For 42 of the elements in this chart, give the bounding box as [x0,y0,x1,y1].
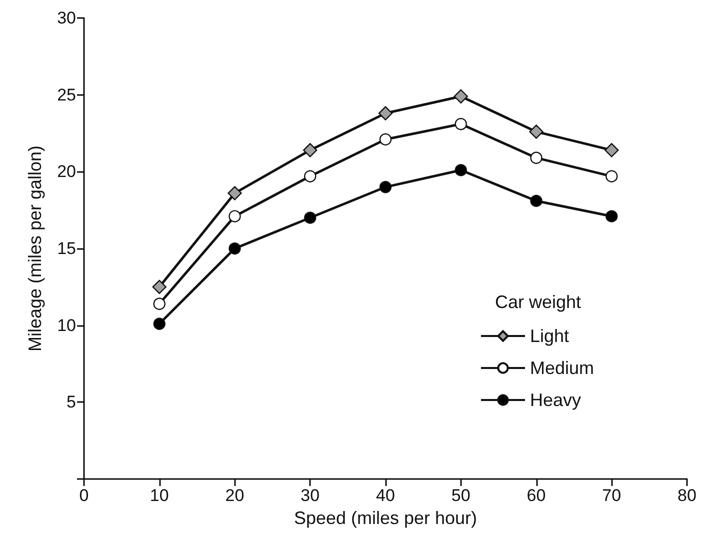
point [153,298,166,310]
point [304,212,316,224]
point [606,210,618,222]
x-tick-label: 40 [376,486,395,505]
point [228,186,242,200]
point [153,318,166,330]
y-tick-label: 15 [57,239,76,258]
x-tick-label: 50 [451,486,470,505]
x-tick-label: 80 [678,486,696,505]
legend-label: Light [530,326,570,346]
y-tick-label: 25 [57,85,76,104]
x-tick-label: 0 [79,486,89,505]
point [454,89,468,104]
x-tick-label: 70 [602,486,622,505]
point [378,106,393,120]
y-axis-title: Mileage (miles per gallon) [25,145,45,352]
point [604,143,619,158]
x-axis-title: Speed (miles per hour) [294,508,478,528]
point [304,170,316,182]
point [379,133,392,146]
point [454,118,467,130]
x-tick-label: 20 [225,486,244,505]
point [303,143,318,158]
y-tick-label: 5 [66,392,76,412]
point [529,124,544,139]
point [454,164,467,176]
x-tick-label: 30 [300,486,320,505]
point [152,280,166,294]
legend-title: Car weight [495,292,582,312]
legend-label: Medium [530,358,594,378]
legend-label: Heavy [530,390,582,410]
point [606,170,618,182]
y-tick-label: 10 [57,316,76,335]
x-tick-label: 60 [526,486,546,505]
y-tick-label: 30 [57,8,76,28]
y-tick-label: 20 [57,162,76,182]
point [379,180,392,194]
x-tick-label: 10 [150,486,169,505]
point [228,210,241,222]
point [228,242,241,255]
point [530,194,542,207]
point [530,152,542,164]
